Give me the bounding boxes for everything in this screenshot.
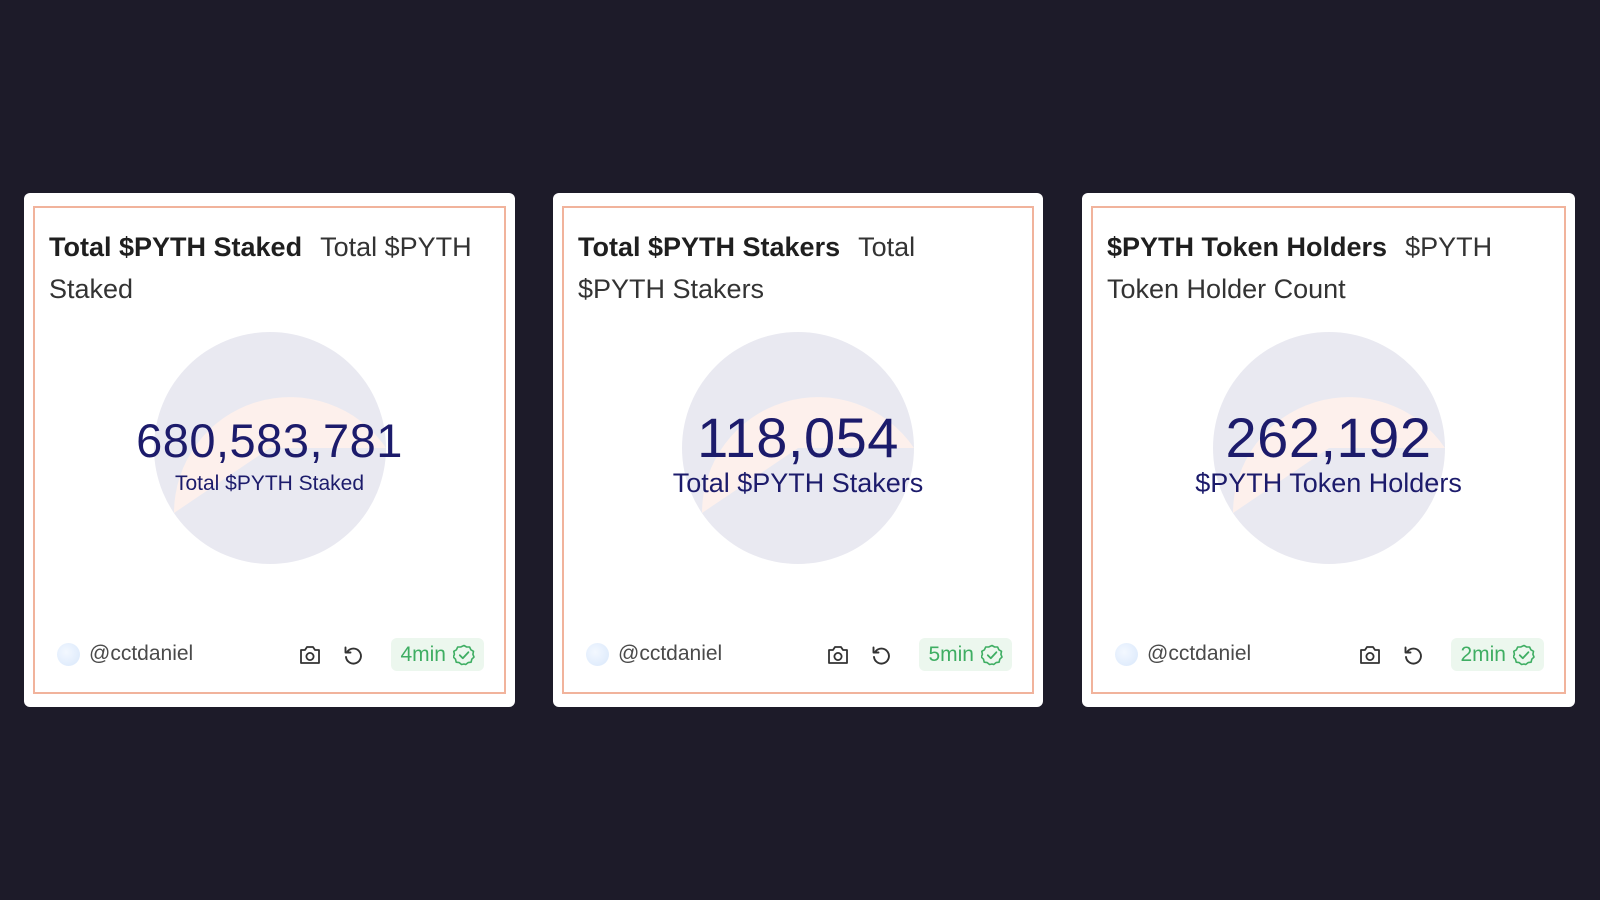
card-subtitle: Total $PYTH Stakers — [578, 232, 916, 304]
card-subtitle: $PYTH Token Holder Count — [1107, 232, 1493, 304]
refresh-icon[interactable] — [1400, 642, 1426, 668]
counter-background-pie — [682, 332, 914, 564]
card-frame: $PYTH Token Holders $PYTH Token Holder Co… — [1091, 206, 1566, 694]
card-subtitle: Total $PYTH Staked — [49, 232, 472, 304]
counter-label: Total $PYTH Stakers — [672, 468, 924, 498]
counter-label: Total $PYTH Staked — [174, 472, 365, 495]
counter-background-pie — [1212, 332, 1445, 564]
counter-label: $PYTH Token Holders — [1195, 468, 1462, 498]
dashboard-card-pyth-holders: $PYTH Token Holders $PYTH Token Holder Co… — [1082, 193, 1575, 707]
avatar[interactable] — [586, 643, 609, 666]
card-footer: @cctdaniel 5min — [586, 638, 1012, 672]
freshness-label: 5min — [928, 642, 974, 666]
avatar[interactable] — [57, 643, 80, 666]
avatar[interactable] — [1115, 643, 1138, 666]
card-title[interactable]: Total $PYTH Staked — [49, 232, 303, 262]
counter-value: 118,054 — [697, 406, 899, 469]
card-footer: @cctdaniel 4min — [57, 638, 484, 672]
freshness-badge[interactable]: 5min — [919, 638, 1012, 671]
camera-icon[interactable] — [297, 642, 323, 668]
camera-icon[interactable] — [825, 642, 851, 668]
counter-value: 680,583,781 — [136, 414, 403, 467]
freshness-badge[interactable]: 2min — [1451, 638, 1544, 671]
dashboard-card-pyth-stakers: Total $PYTH Stakers Total $PYTH Stakers 1… — [553, 193, 1043, 707]
card-header: $PYTH Token Holders $PYTH Token Holder Co… — [1107, 226, 1514, 310]
author-link[interactable]: @cctdaniel — [1147, 642, 1252, 665]
dashboard-card-pyth-staked: Total $PYTH Staked Total $PYTH Staked 680… — [24, 193, 515, 707]
card-header: Total $PYTH Staked Total $PYTH Staked — [49, 226, 490, 310]
counter-background-pie — [153, 332, 386, 564]
author-link[interactable]: @cctdaniel — [618, 642, 723, 665]
author-link[interactable]: @cctdaniel — [89, 642, 194, 665]
refresh-icon[interactable] — [868, 642, 894, 668]
card-frame: Total $PYTH Stakers Total $PYTH Stakers 1… — [562, 206, 1034, 694]
freshness-label: 2min — [1460, 642, 1506, 666]
freshness-label: 4min — [400, 642, 446, 666]
check-circle-icon — [453, 644, 475, 665]
check-circle-icon — [1513, 644, 1535, 665]
card-title[interactable]: Total $PYTH Stakers — [578, 232, 841, 262]
check-circle-icon — [981, 644, 1003, 665]
refresh-icon[interactable] — [340, 642, 366, 668]
card-footer: @cctdaniel 2min — [1115, 638, 1544, 672]
camera-icon[interactable] — [1357, 642, 1383, 668]
counter-value: 262,192 — [1225, 406, 1432, 469]
card-frame: Total $PYTH Staked Total $PYTH Staked 680… — [33, 206, 506, 694]
card-header: Total $PYTH Stakers Total $PYTH Stakers — [578, 226, 942, 310]
freshness-badge[interactable]: 4min — [391, 638, 484, 671]
card-title[interactable]: $PYTH Token Holders — [1107, 232, 1388, 262]
